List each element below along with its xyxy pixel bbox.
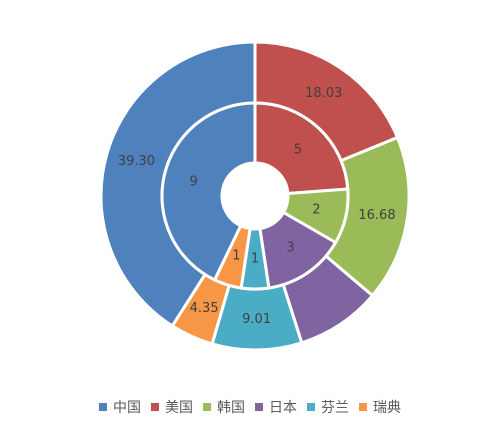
outer-ring-label-中国: 39.30 [118,154,155,169]
legend-label: 芬兰 [321,400,349,416]
legend-label: 日本 [269,400,297,416]
legend-item-芬兰: 芬兰 [307,397,349,417]
legend-item-美国: 美国 [151,397,193,417]
legend-swatch [359,403,367,411]
inner-ring-label-中国: 9 [189,174,197,189]
outer-ring-label-芬兰: 9.01 [242,312,271,327]
legend-swatch [203,403,211,411]
legend-item-中国: 中国 [99,397,141,417]
legend-swatch [99,403,107,411]
legend-swatch [307,403,315,411]
inner-ring-label-美国: 5 [294,142,302,157]
legend-swatch [151,403,159,411]
outer-ring-label-美国: 18.03 [305,86,342,101]
legend-item-日本: 日本 [255,397,297,417]
legend-label: 瑞典 [373,400,401,416]
legend-swatch [255,403,263,411]
legend-item-韩国: 韩国 [203,397,245,417]
inner-ring-slice-中国 [160,101,257,282]
legend-label: 韩国 [217,400,245,416]
legend-label: 美国 [165,400,193,416]
inner-ring-slice-美国 [253,101,350,196]
outer-ring-label-韩国: 16.68 [358,208,395,223]
inner-ring-label-芬兰: 1 [251,252,259,267]
chart-legend: 中国 美国 韩国 日本 芬兰 瑞典 [0,395,500,419]
outer-ring-label-瑞典: 4.35 [190,301,219,316]
legend-label: 中国 [113,400,141,416]
inner-ring-label-瑞典: 1 [232,249,240,264]
inner-ring-label-韩国: 2 [312,203,320,218]
legend-item-瑞典: 瑞典 [359,397,401,417]
inner-ring-label-日本: 3 [286,241,294,256]
